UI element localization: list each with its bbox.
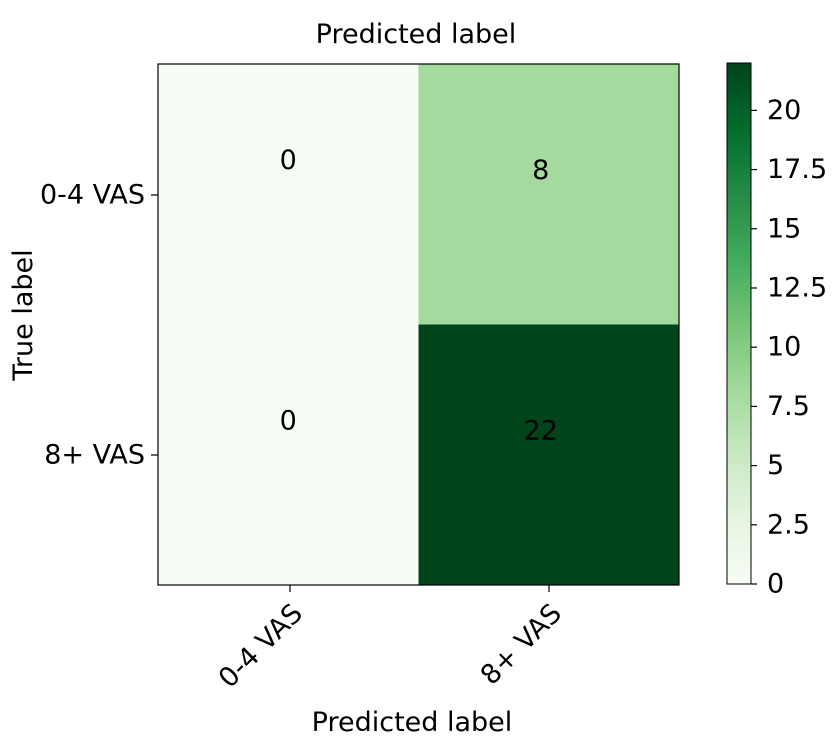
chart-title: Predicted label bbox=[316, 19, 517, 50]
y-axis-ticks: 0-4 VAS 8+ VAS bbox=[40, 180, 158, 471]
heatmap-cell bbox=[158, 324, 419, 585]
heatmap-cell bbox=[158, 64, 419, 325]
colorbar-tick-label: 2.5 bbox=[767, 509, 810, 540]
x-axis-label: Predicted label bbox=[312, 707, 513, 738]
x-axis-ticks: 0-4 VAS 8+ VAS bbox=[213, 585, 568, 694]
x-tick-label: 8+ VAS bbox=[475, 598, 568, 691]
colorbar-tick-label: 17.5 bbox=[767, 154, 827, 185]
y-tick-label: 8+ VAS bbox=[44, 440, 145, 471]
heatmap-cell-labels: 0 8 0 22 bbox=[280, 145, 558, 447]
colorbar bbox=[726, 62, 752, 585]
cell-value-label: 8 bbox=[532, 155, 549, 186]
y-axis-label: True label bbox=[8, 249, 39, 381]
cell-value-label: 0 bbox=[280, 405, 297, 436]
colorbar-tick-label: 12.5 bbox=[767, 272, 827, 303]
colorbar-ticks: 0 2.5 5 7.5 10 12.5 15 17.5 20 bbox=[751, 95, 827, 600]
heatmap-cell bbox=[418, 64, 679, 325]
cell-value-label: 0 bbox=[280, 145, 297, 176]
colorbar-tick-label: 20 bbox=[767, 95, 801, 126]
colorbar-tick-label: 15 bbox=[767, 213, 801, 244]
heatmap-cell bbox=[418, 324, 679, 585]
colorbar-tick-label: 5 bbox=[767, 450, 784, 481]
heatmap-cells bbox=[158, 64, 679, 585]
colorbar-tick-label: 10 bbox=[767, 332, 801, 363]
colorbar-tick-label: 7.5 bbox=[767, 391, 810, 422]
y-tick-label: 0-4 VAS bbox=[40, 180, 145, 211]
colorbar-tick-label: 0 bbox=[767, 569, 784, 600]
cell-value-label: 22 bbox=[524, 415, 558, 446]
plot-frame bbox=[157, 63, 680, 586]
x-tick-label: 0-4 VAS bbox=[213, 598, 309, 694]
